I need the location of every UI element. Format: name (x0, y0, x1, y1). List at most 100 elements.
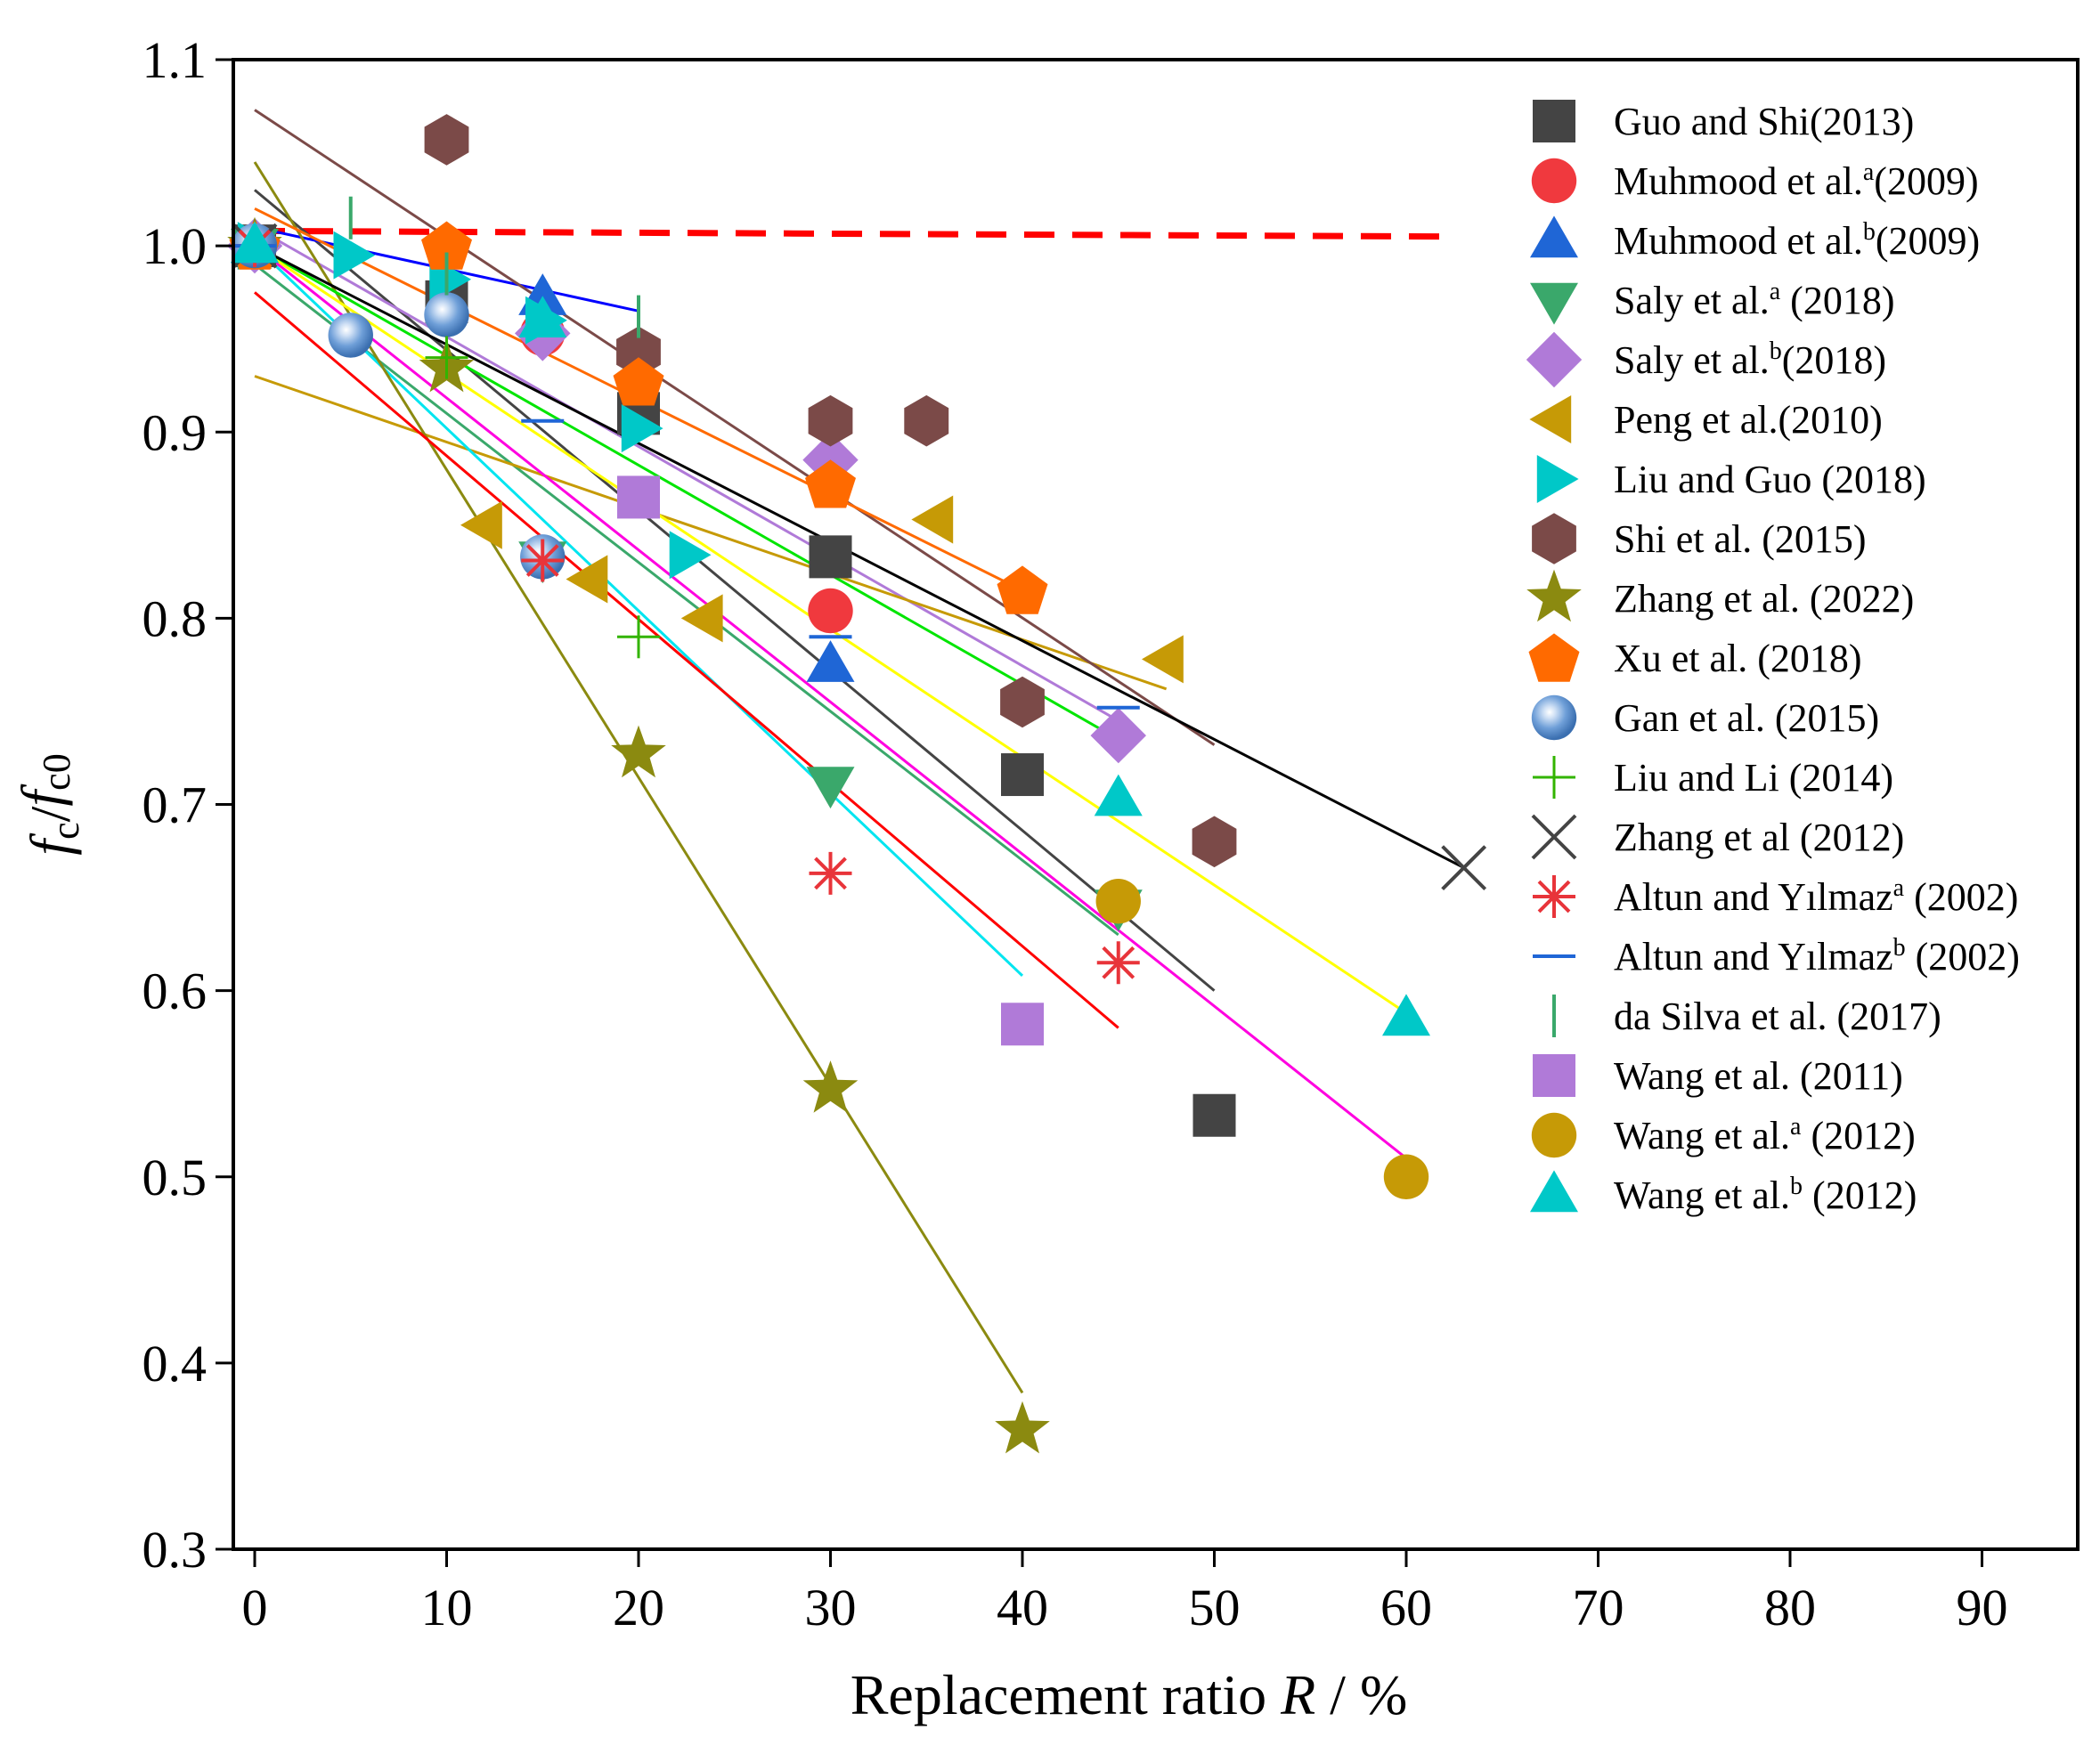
legend-item: da Silva et al. (2017) (1552, 995, 1941, 1038)
data-point (1094, 774, 1143, 816)
series-14 (233, 244, 1140, 710)
y-axis-title: fc/fc0 (10, 753, 87, 855)
fit-line (254, 189, 1216, 992)
legend-label: Muhmood et al.b(2009) (1614, 218, 1980, 263)
fit-line (254, 291, 1119, 1029)
data-point (328, 313, 373, 358)
data-point (1001, 753, 1044, 797)
data-point (1192, 1093, 1236, 1137)
data-point (617, 615, 660, 659)
legend-label: Wang et al.b (2012) (1614, 1173, 1917, 1217)
legend-label: Wang et al. (2011) (1614, 1054, 1903, 1098)
legend-label: Zhang et al (2012) (1614, 816, 1904, 859)
legend-marker (1531, 158, 1577, 204)
legend-item: Wang et al. (2011) (1533, 1054, 1903, 1098)
data-point (806, 767, 855, 809)
data-point (616, 326, 661, 378)
fit-line (254, 375, 1168, 691)
fit-line (254, 244, 1465, 869)
series-15 (348, 196, 640, 338)
data-point (806, 640, 855, 682)
x-tick-label: 90 (1957, 1579, 2008, 1636)
legend-item: Xu et al. (2018) (1528, 633, 1862, 682)
legend-label: Xu et al. (2018) (1614, 637, 1862, 680)
legend-item: Liu and Li (2014) (1533, 756, 1893, 800)
data-point (1192, 816, 1237, 868)
legend-marker (1530, 1170, 1578, 1213)
asterisk-stroke (814, 857, 847, 890)
x-stroke-2 (1531, 814, 1577, 860)
data-point (333, 231, 376, 280)
asterisk-stroke (1537, 880, 1571, 914)
series-7 (424, 114, 1237, 868)
data-point (1001, 1003, 1044, 1046)
legend-label: Wang et al.a (2012) (1614, 1113, 1916, 1157)
data-point (613, 357, 664, 406)
legend-marker (1533, 100, 1575, 142)
y-tick-label: 0.7 (142, 776, 208, 834)
y-tick-label: 1.1 (142, 31, 208, 89)
series-5 (460, 495, 1184, 684)
legend-label: Guo and Shi(2013) (1614, 100, 1914, 143)
data-point (995, 1401, 1050, 1454)
fit-line (253, 161, 1024, 1394)
legend-item: Muhmood et al.b(2009) (1530, 215, 1980, 263)
data-point (231, 221, 279, 264)
data-point (1090, 707, 1146, 764)
legend-marker (1530, 282, 1578, 325)
legend-marker (1536, 455, 1579, 503)
legend-label: Liu and Li (2014) (1614, 756, 1893, 800)
legend-item: Saly et al.b(2018) (1526, 331, 1886, 388)
data-point (680, 594, 723, 643)
fit-line (254, 225, 1119, 722)
legend-marker (1528, 633, 1580, 682)
data-point (997, 565, 1048, 614)
legend-label: Gan et al. (2015) (1614, 696, 1879, 740)
data-point (566, 555, 608, 604)
data-point (1142, 635, 1184, 684)
legend-label: Altun and Yılmazb (2002) (1614, 934, 2020, 979)
asterisk-stroke (1102, 946, 1135, 979)
data-point (911, 495, 954, 544)
fit-line (254, 109, 1216, 746)
data-point (521, 539, 565, 582)
legend-label: Altun and Yılmaza (2002) (1614, 874, 2018, 919)
legend-item: Shi et al. (2015) (1532, 513, 1867, 564)
legend-label: Muhmood et al.a(2009) (1614, 158, 1979, 203)
legend-item: Peng et al.(2010) (1529, 395, 1883, 443)
x-tick-label: 80 (1764, 1579, 1816, 1636)
data-point (425, 336, 468, 379)
legend-item: Liu and Guo (2018) (1536, 455, 1926, 503)
data-point (669, 531, 712, 580)
y-tick-label: 1.0 (142, 217, 208, 275)
data-point (421, 221, 472, 270)
data-point (621, 404, 663, 453)
data-point (805, 459, 856, 508)
legend-item: Saly et al.a (2018) (1530, 278, 1894, 325)
legend-marker (1533, 756, 1575, 799)
series-17 (1095, 879, 1429, 1199)
data-point (1441, 845, 1487, 891)
legend-label: Liu and Guo (2018) (1614, 458, 1926, 501)
data-point (617, 475, 660, 519)
y-tick-label: 0.9 (142, 403, 208, 461)
data-point (1095, 879, 1141, 924)
series-16 (617, 475, 1044, 1046)
x-stroke-2 (1441, 845, 1487, 891)
x-tick-label: 10 (421, 1579, 473, 1636)
data-point (1096, 941, 1140, 985)
legend-marker (1531, 814, 1577, 860)
data-point (1000, 676, 1045, 728)
x-tick-label: 0 (242, 1579, 268, 1636)
x-tick-label: 20 (613, 1579, 664, 1636)
legend-item: Guo and Shi(2013) (1533, 100, 1914, 143)
axes: 0 10 20 30 40 50 60 70 80 90 0.3 0.4 0.5 0.6 0.7 0.8 0.9… (142, 31, 2080, 1636)
series-4 (226, 217, 1146, 764)
legend-label: Saly et al.a (2018) (1614, 278, 1894, 322)
y-tick-label: 0.4 (142, 1335, 208, 1393)
x-axis-title: Replacement ratio R / % (851, 1663, 1408, 1726)
legend-label: Zhang et al. (2022) (1614, 577, 1914, 621)
data-point (809, 851, 852, 895)
series-10 (232, 223, 566, 580)
